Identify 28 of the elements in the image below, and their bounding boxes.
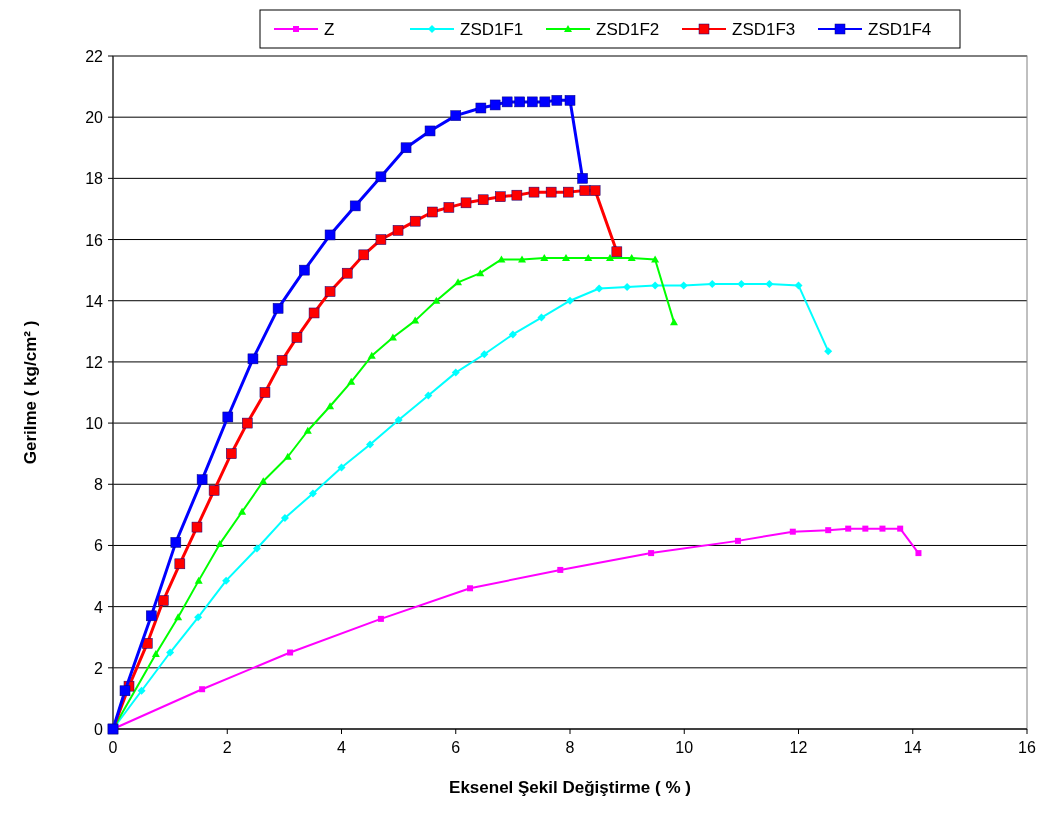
y-tick-label: 4 (94, 598, 104, 616)
y-tick-label: 0 (94, 721, 104, 738)
y-tick-label: 8 (94, 476, 104, 494)
legend-label: ZSD1F4 (868, 20, 932, 39)
x-tick-label: 4 (337, 739, 347, 756)
legend-label: ZSD1F3 (732, 20, 796, 39)
x-tick-label: 8 (565, 739, 575, 756)
x-tick-label: 2 (222, 739, 232, 756)
x-axis-title: Eksenel Şekil Değiştirme ( % ) (449, 778, 691, 797)
y-tick-label: 18 (85, 170, 104, 188)
y-tick-label: 6 (94, 537, 104, 555)
x-tick-label: 0 (108, 739, 118, 756)
y-tick-label: 16 (85, 231, 104, 249)
legend-label: ZSD1F2 (596, 20, 660, 39)
x-tick-label: 6 (451, 739, 461, 756)
x-tick-label: 12 (789, 739, 808, 756)
y-tick-label: 10 (85, 415, 104, 433)
x-tick-label: 16 (1018, 739, 1036, 756)
y-axis-title: Gerilme ( kg/cm² ) (21, 320, 40, 465)
y-tick-label: 20 (85, 109, 104, 127)
y-tick-label: 2 (94, 659, 104, 677)
x-tick-label: 10 (675, 739, 694, 756)
y-tick-label: 22 (85, 48, 104, 65)
legend-label: ZSD1F1 (460, 20, 524, 39)
y-tick-label: 14 (85, 292, 104, 310)
x-tick-label: 14 (903, 739, 922, 756)
legend-label: Z (324, 20, 335, 39)
y-tick-label: 12 (85, 353, 104, 371)
